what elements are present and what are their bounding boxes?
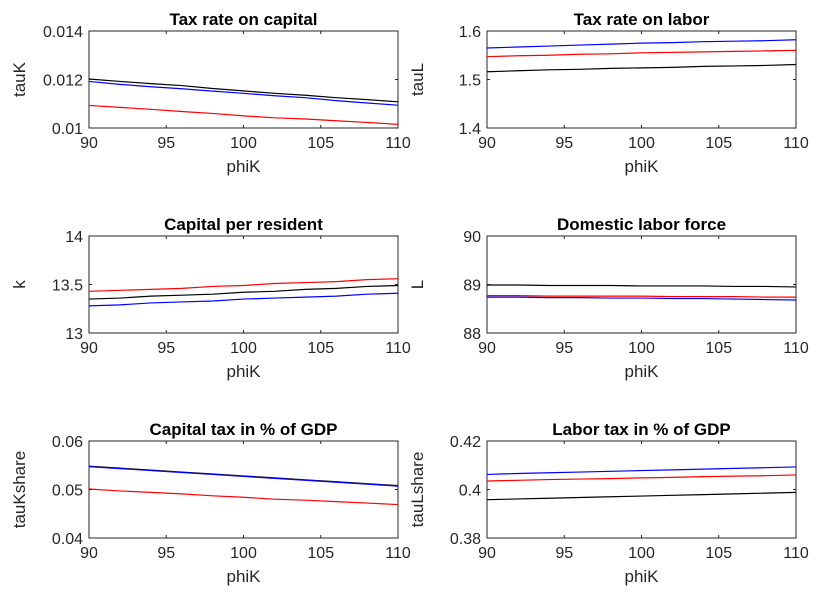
x-tick-label: 90 (478, 340, 496, 357)
x-axis-label: phiK (624, 567, 659, 586)
x-tick-label: 105 (307, 545, 334, 562)
subplot-2: 90 95 100 105 110 1.4 1.5 1.6 Tax rate on labor p… (408, 10, 809, 176)
x-tick-label: 100 (628, 340, 655, 357)
x-tick-label: 95 (157, 340, 175, 357)
y-axis-label: k (10, 280, 29, 289)
y-axis-label: tauK (10, 61, 29, 97)
x-tick-label: 90 (80, 135, 98, 152)
y-axis-label: tauKshare (10, 451, 29, 529)
x-tick-label: 105 (307, 340, 334, 357)
y-tick-label: 90 (463, 229, 481, 246)
x-tick-label: 110 (385, 135, 411, 152)
series-line-3 (88, 292, 399, 307)
x-axis-label: phiK (624, 157, 659, 176)
subplot-title: Capital tax in % of GDP (150, 420, 338, 439)
series-line-1 (88, 78, 399, 103)
x-tick-label: 110 (783, 135, 809, 152)
x-tick-label: 90 (478, 135, 496, 152)
series-line-1 (88, 278, 399, 292)
subplot-title: Capital per resident (164, 215, 323, 234)
x-tick-label: 95 (555, 340, 573, 357)
y-tick-label: 14 (65, 229, 83, 246)
series-line-2 (486, 49, 797, 58)
series-line-1 (487, 284, 797, 288)
plot-area (88, 440, 399, 539)
x-axis-label: phiK (624, 362, 659, 381)
subplot-1: 90 95 100 105 110 0.01 0.012 0.014 Tax rate on c… (10, 10, 411, 176)
series-line-3 (88, 488, 399, 506)
y-tick-label: 1.5 (459, 73, 481, 90)
x-tick-label: 105 (705, 545, 732, 562)
x-tick-label: 105 (705, 340, 732, 357)
y-tick-label: 0.42 (450, 434, 481, 451)
series-line-1 (486, 39, 797, 49)
series-line-3 (88, 104, 399, 125)
subplot-title: Labor tax in % of GDP (552, 420, 731, 439)
y-tick-label: 0.06 (52, 434, 83, 451)
y-axis-label: tauL (408, 63, 427, 96)
y-tick-label: 0.4 (459, 483, 481, 500)
y-tick-label: 89 (463, 278, 481, 295)
series-line-2 (487, 295, 796, 298)
x-tick-label: 95 (555, 545, 573, 562)
subplot-title: Domestic labor force (557, 215, 726, 234)
series-line-2 (88, 80, 399, 106)
x-tick-label: 100 (628, 135, 655, 152)
x-tick-label: 90 (80, 545, 98, 562)
subplot-6: 90 95 100 105 110 0.38 0.4 0.42 Labor tax in % o… (408, 420, 809, 586)
subplot-3: 90 95 100 105 110 13 13.5 14 Capital per residen… (10, 215, 411, 381)
y-tick-label: 0.04 (52, 531, 83, 548)
x-tick-label: 95 (555, 135, 573, 152)
y-tick-label: 0.014 (43, 24, 83, 41)
series-line-3 (487, 296, 797, 301)
x-axis-label: phiK (226, 362, 261, 381)
x-tick-label: 90 (478, 545, 496, 562)
x-tick-label: 100 (628, 545, 655, 562)
series-line-2 (88, 284, 399, 300)
series-line-2 (486, 474, 797, 482)
x-tick-label: 95 (157, 135, 175, 152)
y-tick-label: 0.05 (52, 483, 83, 500)
y-axis-label: tauLshare (408, 452, 427, 528)
y-tick-label: 0.012 (43, 73, 83, 90)
x-tick-label: 90 (80, 340, 98, 357)
x-tick-label: 105 (705, 135, 732, 152)
y-tick-label: 13.5 (52, 278, 83, 295)
x-axis-label: phiK (226, 157, 261, 176)
y-axis-label: L (408, 280, 427, 289)
x-tick-label: 110 (783, 340, 809, 357)
subplot-title: Tax rate on capital (169, 10, 317, 29)
plot-area (88, 235, 399, 334)
y-tick-label: 0.38 (450, 531, 481, 548)
plot-area (486, 440, 797, 539)
plot-area (486, 30, 797, 129)
x-tick-label: 100 (230, 340, 257, 357)
subplot-5: 90 95 100 105 110 0.04 0.05 0.06 Capital tax in … (10, 420, 411, 586)
y-tick-label: 13 (65, 326, 83, 343)
x-axis-label: phiK (226, 567, 261, 586)
y-tick-label: 1.6 (459, 24, 481, 41)
y-tick-label: 88 (463, 326, 481, 343)
series-line-2 (88, 466, 399, 487)
series-line-3 (486, 491, 797, 501)
y-tick-label: 0.01 (52, 121, 83, 138)
x-tick-label: 110 (783, 545, 809, 562)
subplot-title: Tax rate on labor (574, 10, 710, 29)
x-tick-label: 95 (157, 545, 175, 562)
x-tick-label: 100 (230, 135, 257, 152)
series-line-3 (486, 63, 797, 73)
x-tick-label: 110 (385, 545, 411, 562)
x-tick-label: 110 (385, 340, 411, 357)
x-tick-label: 105 (307, 135, 334, 152)
subplot-4: 90 95 100 105 110 88 89 90 Domestic labor force p… (408, 215, 809, 381)
x-tick-label: 100 (230, 545, 257, 562)
plot-area (486, 235, 797, 334)
plot-area (88, 30, 399, 129)
series-line-1 (486, 466, 797, 476)
y-tick-label: 1.4 (459, 121, 481, 138)
